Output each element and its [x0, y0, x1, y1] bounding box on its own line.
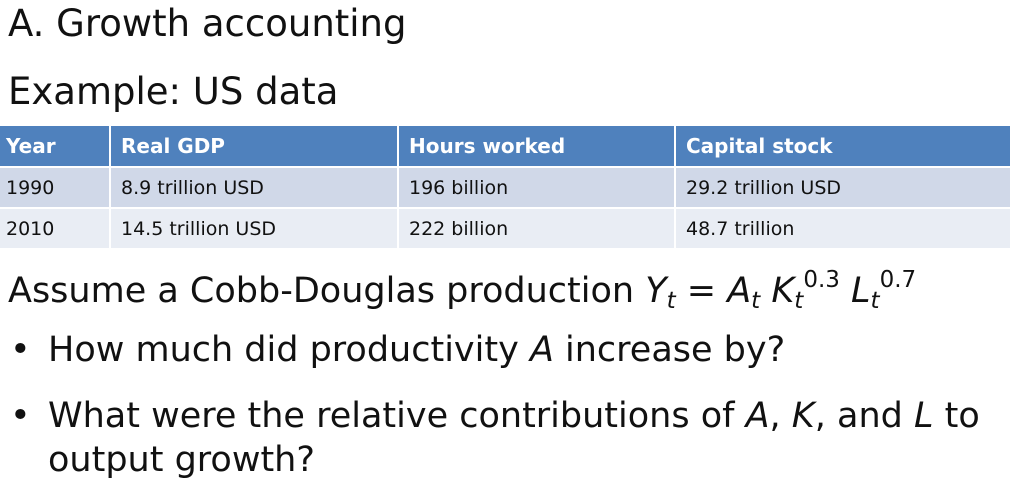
header-real-gdp: Real GDP	[109, 126, 398, 167]
bullet-icon: •	[10, 396, 31, 436]
cell-capital-stock: 48.7 trillion	[674, 207, 1010, 248]
var-a: A	[529, 330, 554, 370]
slide-title: A. Growth accounting	[8, 2, 407, 45]
cell-capital-stock: 29.2 trillion USD	[674, 166, 1010, 208]
question-text: to output growth?	[48, 396, 980, 480]
question-text: increase by?	[553, 330, 786, 370]
exponent-k: 0.3	[803, 267, 840, 293]
subscript-t: t	[870, 288, 880, 314]
var-k: K	[791, 396, 815, 436]
cell-real-gdp: 8.9 trillion USD	[109, 166, 398, 208]
separator: ,	[769, 396, 792, 436]
var-l: L	[851, 271, 871, 311]
equals-sign: =	[675, 271, 728, 311]
header-hours-worked: Hours worked	[397, 126, 675, 167]
cell-hours-worked: 196 billion	[397, 166, 675, 208]
bullet-icon: •	[10, 330, 31, 370]
cell-hours-worked: 222 billion	[397, 207, 675, 248]
subscript-t: t	[666, 288, 676, 314]
var-a: A	[727, 271, 752, 311]
us-data-table: Year Real GDP Hours worked Capital stock…	[0, 126, 1010, 248]
table-row: 1990 8.9 trillion USD 196 billion 29.2 t…	[0, 166, 1010, 208]
question-text: How much did productivity	[48, 330, 530, 370]
list-item: • What were the relative contributions of…	[0, 394, 1020, 482]
header-year: Year	[0, 126, 110, 167]
cell-year: 1990	[0, 166, 110, 208]
slide-subtitle: Example: US data	[8, 70, 339, 113]
question-text: What were the relative contributions of	[48, 396, 746, 436]
var-k: K	[771, 271, 795, 311]
separator: , and	[814, 396, 914, 436]
cell-real-gdp: 14.5 trillion USD	[109, 207, 398, 248]
subscript-t: t	[794, 288, 804, 314]
var-a: A	[745, 396, 770, 436]
exponent-l: 0.7	[879, 267, 917, 293]
subscript-t: t	[751, 288, 761, 314]
table-header-row: Year Real GDP Hours worked Capital stock	[0, 126, 1010, 167]
question-list: • How much did productivity A increase by…	[0, 328, 1020, 504]
table-row: 2010 14.5 trillion USD 222 billion 48.7 …	[0, 207, 1010, 248]
var-y: Y	[645, 271, 667, 311]
cobb-douglas-assumption: Assume a Cobb-Douglas production Yt = At…	[8, 266, 916, 316]
header-capital-stock: Capital stock	[674, 126, 1010, 167]
list-item: • How much did productivity A increase by…	[0, 328, 1020, 372]
assumption-lead: Assume a Cobb-Douglas production	[8, 271, 646, 311]
var-l: L	[913, 396, 934, 436]
cell-year: 2010	[0, 207, 110, 248]
